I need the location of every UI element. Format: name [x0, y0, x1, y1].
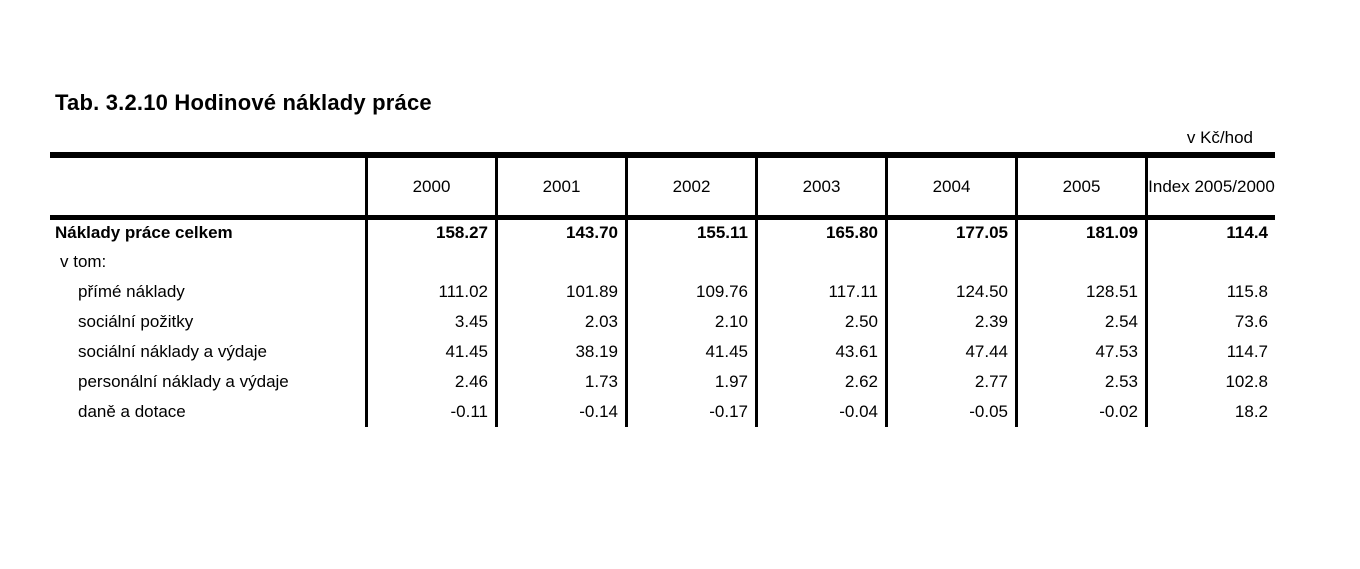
value-cell: 38.19 — [495, 337, 627, 367]
value-cell — [1015, 247, 1147, 277]
table-row: personální náklady a výdaje 2.46 1.73 1.97 2… — [50, 367, 1275, 397]
value-cell: 2.46 — [365, 367, 497, 397]
header-cell-year: 2000 — [365, 155, 497, 217]
header-cell-empty — [50, 155, 367, 217]
table-row: Náklady práce celkem 158.27 143.70 155.11 16… — [50, 217, 1275, 247]
table-body: Náklady práce celkem 158.27 143.70 155.11 16… — [50, 217, 1275, 427]
value-cell: 41.45 — [365, 337, 497, 367]
table-row: sociální požitky 3.45 2.03 2.10 2.50 2.39 2.54… — [50, 307, 1275, 337]
table-row: daně a dotace -0.11 -0.14 -0.17 -0.04 -0.05 -0… — [50, 397, 1275, 427]
row-label: daně a dotace — [78, 402, 186, 421]
value-cell: 177.05 — [885, 217, 1017, 247]
value-cell: 1.73 — [495, 367, 627, 397]
value-cell: 47.53 — [1015, 337, 1147, 367]
header-row: 2000 2001 2002 2003 2004 2005 Index 2005/2000 — [50, 155, 1275, 217]
header-cell-year: 2001 — [495, 155, 627, 217]
value-cell: 18.2 — [1145, 397, 1275, 427]
value-cell: 2.62 — [755, 367, 887, 397]
row-label: přímé náklady — [78, 282, 185, 301]
value-cell: -0.14 — [495, 397, 627, 427]
header-cell-year: 2002 — [625, 155, 757, 217]
value-cell: 3.45 — [365, 307, 497, 337]
value-cell: 111.02 — [365, 277, 497, 307]
value-cell: 2.50 — [755, 307, 887, 337]
value-cell: 181.09 — [1015, 217, 1147, 247]
value-cell: 41.45 — [625, 337, 757, 367]
header-cell-year: 2004 — [885, 155, 1017, 217]
data-table: 2000 2001 2002 2003 2004 2005 Index 2005/2000 … — [50, 152, 1275, 427]
value-cell: -0.11 — [365, 397, 497, 427]
value-cell: 165.80 — [755, 217, 887, 247]
header-cell-year: 2003 — [755, 155, 887, 217]
value-cell — [755, 247, 887, 277]
value-cell — [1145, 247, 1275, 277]
value-cell: 117.11 — [755, 277, 887, 307]
table-title: Tab. 3.2.10 Hodinové náklady práce — [55, 90, 432, 115]
value-cell: 73.6 — [1145, 307, 1275, 337]
value-cell: 155.11 — [625, 217, 757, 247]
value-cell: -0.02 — [1015, 397, 1147, 427]
row-label: sociální požitky — [78, 312, 194, 331]
value-cell: 114.7 — [1145, 337, 1275, 367]
table-row: v tom: — [50, 247, 1275, 277]
value-cell: 2.03 — [495, 307, 627, 337]
row-label: v tom: — [60, 252, 107, 271]
value-cell: 47.44 — [885, 337, 1017, 367]
value-cell: 158.27 — [365, 217, 497, 247]
table-row: sociální náklady a výdaje 41.45 38.19 41.45… — [50, 337, 1275, 367]
value-cell: 115.8 — [1145, 277, 1275, 307]
header-cell-year: 2005 — [1015, 155, 1147, 217]
unit-label: v Kč/hod — [1186, 128, 1253, 147]
value-cell: 2.54 — [1015, 307, 1147, 337]
value-cell — [885, 247, 1017, 277]
value-cell: 43.61 — [755, 337, 887, 367]
value-cell: 124.50 — [885, 277, 1017, 307]
value-cell: 2.53 — [1015, 367, 1147, 397]
value-cell — [495, 247, 627, 277]
table-row: přímé náklady 111.02 101.89 109.76 117.11 124… — [50, 277, 1275, 307]
value-cell: 128.51 — [1015, 277, 1147, 307]
value-cell: -0.04 — [755, 397, 887, 427]
row-label: personální náklady a výdaje — [78, 372, 289, 391]
value-cell: 114.4 — [1145, 217, 1275, 247]
row-label: Náklady práce celkem — [55, 223, 233, 243]
value-cell: -0.17 — [625, 397, 757, 427]
value-cell: 2.10 — [625, 307, 757, 337]
value-cell — [625, 247, 757, 277]
value-cell: 101.89 — [495, 277, 627, 307]
value-cell: -0.05 — [885, 397, 1017, 427]
value-cell: 102.8 — [1145, 367, 1275, 397]
value-cell: 143.70 — [495, 217, 627, 247]
value-cell: 109.76 — [625, 277, 757, 307]
row-label: sociální náklady a výdaje — [78, 342, 268, 361]
value-cell: 2.77 — [885, 367, 1017, 397]
value-cell: 1.97 — [625, 367, 757, 397]
value-cell: 2.39 — [885, 307, 1017, 337]
header-cell-year: Index 2005/2000 — [1145, 155, 1275, 217]
value-cell — [365, 247, 497, 277]
